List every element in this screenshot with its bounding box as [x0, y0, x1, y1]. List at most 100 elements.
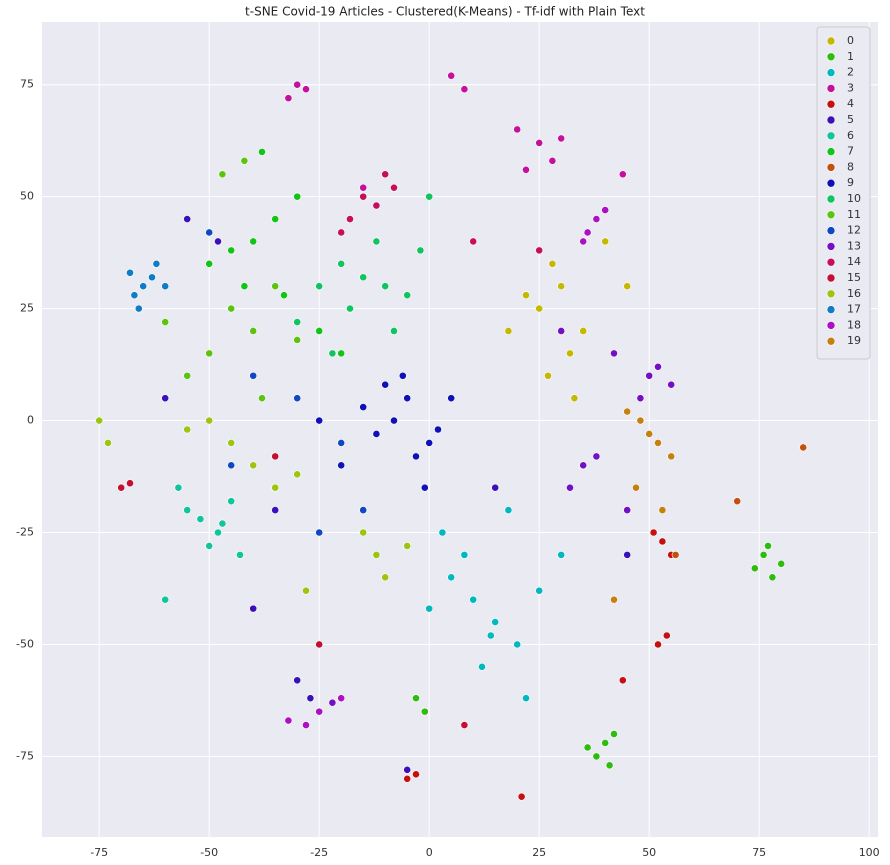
point: [412, 694, 420, 703]
point: [227, 246, 236, 255]
point: [557, 282, 566, 291]
legend-label: 15: [847, 271, 861, 284]
point: [271, 506, 280, 515]
legend-marker: [826, 84, 836, 93]
point: [460, 721, 469, 729]
legend-label: 7: [847, 145, 854, 158]
point: [777, 559, 786, 568]
y-tick-label: 0: [27, 414, 34, 427]
point: [218, 170, 227, 179]
point: [601, 237, 610, 246]
point: [306, 694, 315, 703]
point: [258, 394, 266, 403]
point: [579, 327, 588, 335]
point: [214, 528, 222, 537]
chart-title: t-SNE Covid-19 Articles - Clustered(K-Me…: [245, 5, 645, 19]
point: [346, 215, 354, 223]
point: [293, 318, 302, 326]
legend-marker: [826, 273, 836, 283]
point: [610, 349, 618, 358]
point: [293, 470, 302, 479]
point: [148, 273, 156, 282]
point: [227, 304, 236, 313]
point: [183, 371, 192, 380]
point: [302, 721, 310, 729]
x-tick-label: 0: [426, 846, 433, 859]
x-tick-label: 25: [532, 846, 546, 859]
point: [460, 85, 469, 94]
legend-marker: [826, 210, 836, 220]
point: [161, 282, 170, 291]
point: [768, 573, 777, 582]
legend-marker: [826, 36, 836, 46]
legend-label: 19: [847, 334, 861, 347]
point: [205, 228, 214, 237]
point: [447, 573, 456, 582]
legend-marker: [826, 226, 836, 235]
point: [183, 506, 192, 515]
point: [504, 327, 513, 335]
point: [205, 259, 214, 268]
point: [636, 416, 645, 425]
legend-marker: [826, 163, 836, 172]
point: [205, 349, 214, 358]
point: [284, 94, 293, 103]
point: [258, 147, 266, 156]
x-tick-label: 50: [642, 846, 656, 859]
point: [478, 662, 486, 671]
point: [750, 564, 759, 573]
point: [359, 528, 368, 537]
point: [522, 694, 530, 703]
point: [623, 407, 632, 416]
y-tick-label: -50: [16, 637, 34, 650]
point: [161, 318, 170, 326]
point: [469, 595, 478, 604]
legend-box: [816, 26, 871, 360]
point: [654, 439, 662, 447]
legend-marker: [826, 147, 836, 156]
legend-marker: [826, 178, 836, 188]
legend-label: 5: [847, 113, 854, 126]
point: [214, 237, 222, 246]
point: [416, 246, 425, 255]
legend-marker: [826, 305, 836, 314]
legend-label: 2: [847, 66, 854, 79]
point: [398, 371, 407, 380]
point: [293, 676, 302, 685]
point: [618, 676, 627, 685]
point: [236, 550, 244, 559]
point: [623, 506, 632, 515]
x-tick-label: -25: [310, 846, 328, 859]
point: [372, 237, 381, 246]
y-tick-label: 75: [20, 78, 34, 91]
point: [315, 528, 324, 537]
point: [632, 483, 640, 492]
legend-label: 9: [847, 176, 854, 189]
legend-label: 4: [847, 97, 854, 110]
point: [403, 291, 412, 300]
point: [95, 416, 104, 425]
point: [130, 291, 139, 300]
point: [566, 483, 574, 492]
x-tick-label: 100: [859, 846, 880, 859]
legend-label: 12: [847, 224, 861, 237]
point: [249, 604, 258, 613]
legend-label: 18: [847, 318, 861, 331]
point: [249, 461, 258, 470]
point: [359, 506, 368, 515]
point: [315, 707, 324, 716]
point: [359, 273, 368, 282]
legend-marker: [826, 321, 836, 330]
point: [126, 479, 134, 488]
legend-marker: [826, 131, 836, 141]
point: [667, 380, 676, 389]
y-tick-label: -25: [16, 525, 34, 538]
point: [557, 327, 566, 335]
legend-label: 11: [847, 208, 861, 221]
point: [249, 237, 258, 246]
point: [618, 170, 627, 179]
point: [610, 730, 618, 738]
legend-label: 16: [847, 287, 861, 300]
point: [535, 246, 544, 255]
point: [315, 640, 324, 649]
